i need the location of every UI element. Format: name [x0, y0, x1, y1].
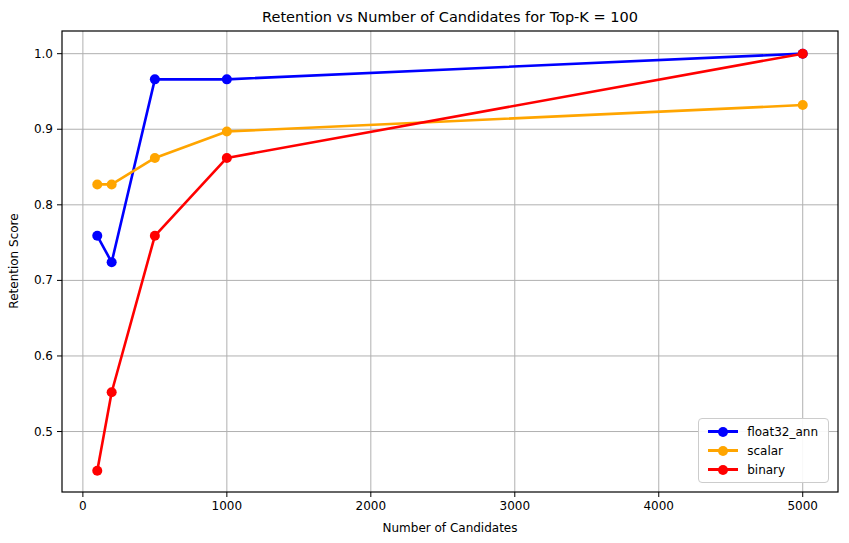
legend-line-marker — [708, 430, 738, 433]
y-tick-label: 0.8 — [34, 198, 53, 212]
data-point-binary — [222, 153, 232, 163]
x-tick-label: 1000 — [212, 499, 243, 513]
legend-entry-float32-ann: float32_ann — [708, 424, 818, 439]
data-point-scalar — [798, 100, 808, 110]
x-tick-label: 0 — [79, 499, 87, 513]
x-tick-label: 3000 — [500, 499, 531, 513]
data-point-float32_ann — [107, 257, 117, 267]
data-point-scalar — [92, 179, 102, 189]
series-line-binary — [97, 54, 802, 471]
legend-entry-scalar: scalar — [708, 443, 818, 458]
legend-line-marker — [708, 468, 738, 471]
line-chart-figure: 0100020003000400050000.50.60.70.80.91.0 … — [0, 0, 849, 543]
data-point-scalar — [222, 127, 232, 137]
y-axis-label: Retention Score — [7, 213, 21, 308]
legend-dot-icon — [718, 427, 728, 437]
x-tick-label: 4000 — [643, 499, 674, 513]
legend: float32_ann scalar binary — [698, 418, 829, 483]
series-layer — [92, 49, 807, 476]
data-point-float32_ann — [92, 231, 102, 241]
legend-label: scalar — [747, 444, 783, 458]
x-axis-label: Number of Candidates — [383, 521, 518, 535]
y-tick-label: 0.6 — [34, 349, 53, 363]
data-point-binary — [107, 387, 117, 397]
data-point-binary — [150, 231, 160, 241]
y-tick-label: 0.7 — [34, 273, 53, 287]
legend-line-marker — [708, 449, 738, 452]
data-point-float32_ann — [222, 74, 232, 84]
y-tick-label: 0.5 — [34, 425, 53, 439]
legend-label: binary — [747, 463, 785, 477]
chart-title: Retention vs Number of Candidates for To… — [262, 9, 638, 25]
series-line-float32_ann — [97, 54, 802, 263]
data-point-binary — [798, 49, 808, 59]
legend-label: float32_ann — [747, 425, 818, 439]
y-tick-label: 0.9 — [34, 122, 53, 136]
legend-dot-icon — [718, 446, 728, 456]
data-point-binary — [92, 466, 102, 476]
data-point-scalar — [150, 153, 160, 163]
y-tick-label: 1.0 — [34, 47, 53, 61]
x-tick-label: 5000 — [787, 499, 818, 513]
legend-entry-binary: binary — [708, 462, 818, 477]
legend-dot-icon — [718, 465, 728, 475]
x-tick-label: 2000 — [356, 499, 387, 513]
data-point-scalar — [107, 179, 117, 189]
data-point-float32_ann — [150, 74, 160, 84]
